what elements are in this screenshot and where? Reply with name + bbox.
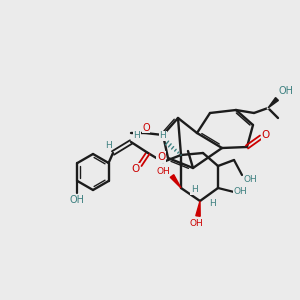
Text: OH: OH — [189, 218, 203, 227]
Text: H: H — [190, 185, 197, 194]
Text: OH: OH — [156, 167, 170, 176]
Text: O: O — [262, 130, 270, 140]
Text: H: H — [210, 199, 216, 208]
Text: H: H — [160, 131, 167, 140]
Text: OH: OH — [278, 86, 293, 96]
Text: O: O — [131, 164, 139, 174]
Text: O: O — [142, 123, 150, 133]
Polygon shape — [170, 175, 181, 188]
Text: OH: OH — [243, 176, 257, 184]
Text: H: H — [134, 130, 140, 140]
Polygon shape — [268, 98, 278, 108]
Text: OH: OH — [233, 188, 247, 196]
Text: H: H — [105, 140, 111, 149]
Text: OH: OH — [70, 195, 85, 205]
Text: O: O — [157, 152, 165, 162]
Polygon shape — [196, 201, 200, 216]
